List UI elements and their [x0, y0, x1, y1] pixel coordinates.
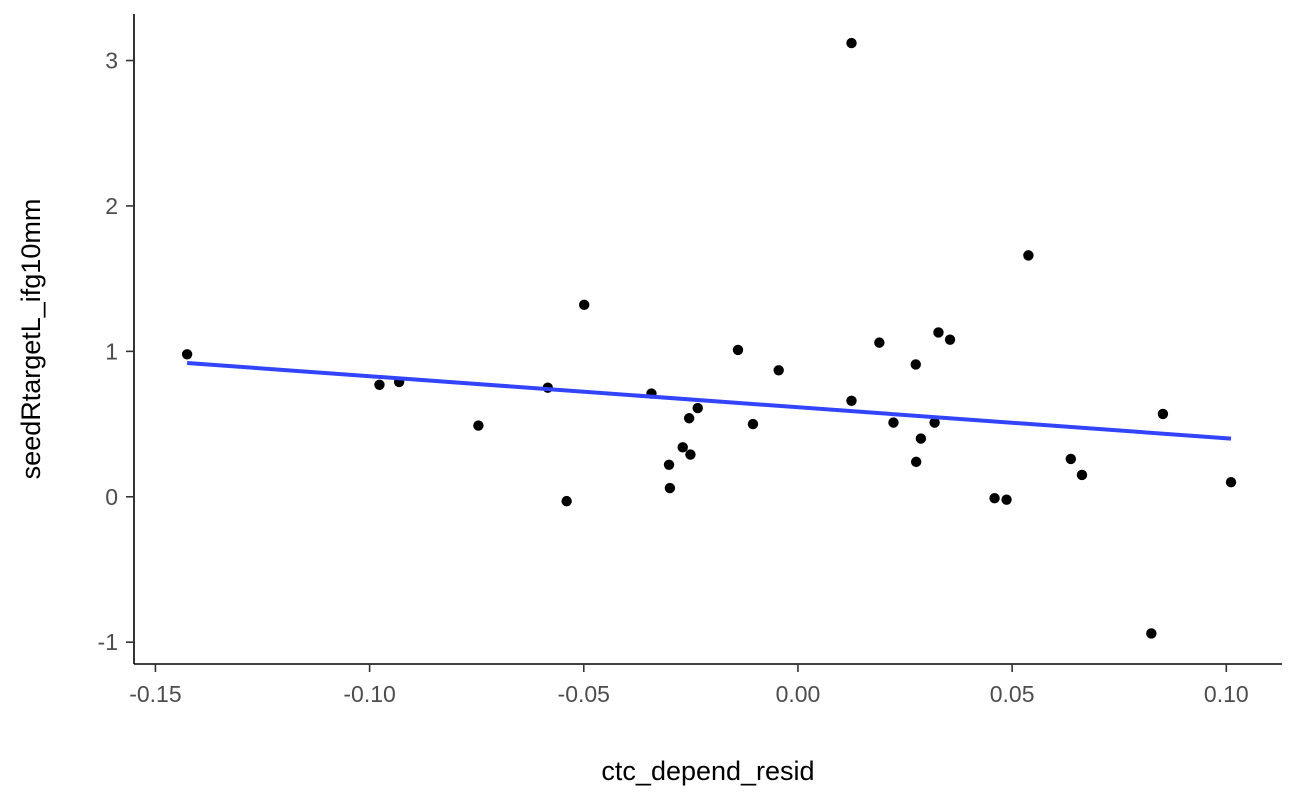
- data-point: [732, 344, 744, 356]
- y-axis-ticks: -1 0 1 2 3: [98, 48, 134, 655]
- y-tick-label: 2: [105, 193, 118, 219]
- x-tick-label: 0.10: [1204, 681, 1249, 707]
- data-point: [1001, 494, 1012, 505]
- data-point: [888, 417, 899, 428]
- data-points: [181, 37, 1237, 639]
- data-point: [915, 433, 927, 444]
- data-point: [677, 442, 688, 453]
- plot-area: [181, 37, 1237, 639]
- data-point: [944, 334, 956, 345]
- data-point: [1225, 477, 1237, 488]
- data-point: [1146, 628, 1157, 639]
- regression-line: [186, 360, 1232, 441]
- y-tick-label: 0: [105, 484, 118, 510]
- data-point: [1076, 469, 1088, 481]
- x-axis-ticks: -0.15 -0.10 -0.05 0.00 0.05 0.10: [129, 664, 1249, 707]
- y-tick-label: 1: [105, 338, 118, 364]
- y-tick-label: -1: [98, 629, 118, 655]
- data-point: [846, 37, 857, 49]
- x-axis-title: ctc_depend_resid: [601, 756, 814, 786]
- data-point: [933, 327, 944, 338]
- data-point: [846, 395, 857, 407]
- data-point: [874, 337, 885, 348]
- data-point: [1023, 250, 1034, 261]
- data-point: [910, 456, 922, 468]
- x-tick-label: -0.10: [343, 681, 395, 707]
- data-point: [683, 413, 695, 424]
- data-point: [910, 359, 921, 370]
- data-point: [747, 418, 759, 430]
- data-point: [692, 402, 703, 414]
- data-point: [561, 495, 572, 507]
- data-point: [181, 349, 193, 360]
- y-tick-label: 3: [105, 48, 118, 74]
- data-point: [773, 365, 784, 376]
- x-tick-label: 0.00: [776, 681, 821, 707]
- data-point: [473, 420, 484, 431]
- data-point: [664, 482, 676, 494]
- data-point: [1157, 408, 1169, 420]
- data-point: [929, 417, 940, 428]
- x-tick-label: -0.15: [129, 681, 181, 707]
- data-point: [685, 449, 696, 460]
- data-point: [374, 379, 385, 391]
- x-tick-label: 0.05: [990, 681, 1035, 707]
- x-tick-label: -0.05: [558, 681, 610, 707]
- data-point: [663, 459, 675, 470]
- data-point: [579, 299, 590, 311]
- data-point: [989, 493, 1000, 504]
- axes: -0.15 -0.10 -0.05 0.00 0.05 0.10 -1 0 1 2 3: [98, 14, 1282, 707]
- y-axis-title: seedRtargetL_ifg10mm: [16, 199, 46, 480]
- regression-line-layer: [186, 360, 1232, 441]
- data-point: [1065, 453, 1077, 465]
